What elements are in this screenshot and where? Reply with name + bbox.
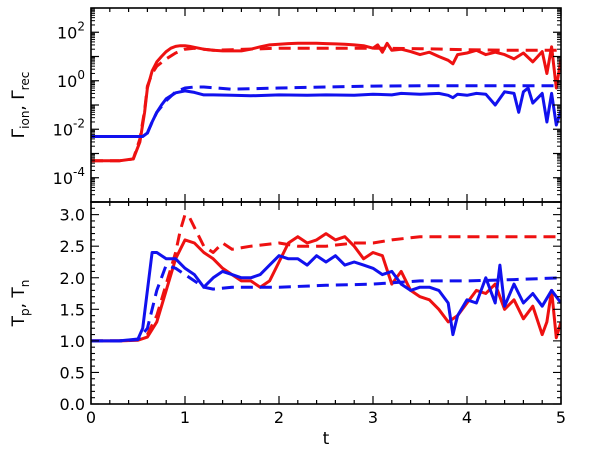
top-ytick-label: 10-2 [53,116,85,139]
top-ylabel-symbol: Γ [9,128,29,138]
top-series-blue-solid-line [91,86,561,138]
top-series-group [91,41,561,163]
top-ytick-exponent: 2 [77,19,85,33]
bottom-xlabel: t [323,429,330,449]
top-ytick-exponent: -4 [73,165,85,179]
bottom-ylabel-subscript: p [18,308,32,316]
bottom-xtick-label: 0 [86,408,96,427]
top-ytick-exponent: 0 [77,68,85,82]
top-ytick-exponent: -2 [73,116,85,130]
bottom-xtick-label: 2 [274,408,284,427]
bottom-ytick-label: 3.0 [60,206,85,225]
bottom-xtick-label: 5 [556,408,566,427]
top-ytick-base: 10 [53,120,73,139]
top-ytick-base: 10 [57,23,77,42]
bottom-ylabel-subscript: n [18,280,32,288]
top-ytick-base: 10 [53,169,73,188]
bottom-xtick-label: 1 [180,408,190,427]
bottom-xtick-label: 4 [462,408,472,427]
bottom-ytick-label: 0.5 [60,363,85,382]
bottom-ylabel-symbol: , T [9,287,29,309]
bottom-panel: 0 1 2 3 4 5 0.0 0.5 1.0 1.5 2.0 2.5 3.0 Tp, Tn t [9,201,566,449]
bottom-series-blue-solid-line [91,251,561,343]
top-series-red-dashed-line [91,46,561,163]
bottom-series-group [91,213,561,343]
top-ylabel-subscript: ion [18,111,32,129]
bottom-ytick-label: 1.0 [60,332,85,351]
bottom-series-red-dashed-line [91,213,561,343]
bottom-ylabel-symbol: T [9,315,29,327]
top-ytick-label: 10-4 [53,165,85,188]
bottom-ytick-label: 2.5 [60,237,85,256]
top-ylabel: Γion, Γrec [9,72,32,139]
bottom-ytick-label: 2.0 [60,269,85,288]
top-series-red-solid-line [91,41,561,163]
bottom-xtick-label: 3 [368,408,378,427]
top-ytick-label: 102 [57,19,85,42]
bottom-series-blue-dashed-line [91,263,561,343]
top-ytick-label: 100 [57,68,85,91]
bottom-ytick-label: 0.0 [60,395,85,414]
top-ytick-base: 10 [57,72,77,91]
top-ylabel-subscript: rec [18,72,32,91]
top-series-blue-dashed-line [91,84,561,138]
top-ylabel-symbol: , Γ [9,90,29,111]
bottom-ytick-label: 1.5 [60,300,85,319]
bottom-ylabel: Tp, Tn [9,280,32,328]
